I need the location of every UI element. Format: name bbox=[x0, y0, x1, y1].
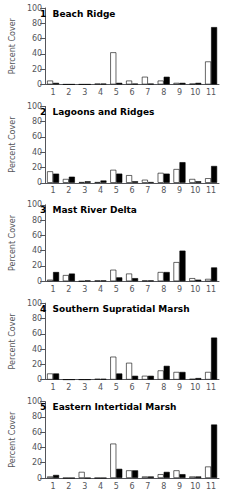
svg-text:5: 5 bbox=[114, 482, 119, 491]
svg-text:80: 80 bbox=[32, 412, 42, 421]
svg-text:0: 0 bbox=[37, 375, 42, 384]
svg-text:7: 7 bbox=[145, 186, 150, 195]
svg-text:60: 60 bbox=[32, 34, 42, 43]
svg-text:60: 60 bbox=[32, 329, 42, 338]
svg-text:Percent Cover: Percent Cover bbox=[8, 411, 17, 468]
svg-text:7: 7 bbox=[145, 88, 150, 97]
svg-text:3: 3 bbox=[82, 186, 87, 195]
svg-text:5: 5 bbox=[114, 186, 119, 195]
svg-text:11: 11 bbox=[206, 482, 216, 491]
svg-text:0: 0 bbox=[37, 277, 42, 286]
svg-text:1: 1 bbox=[51, 186, 56, 195]
svg-text:20: 20 bbox=[32, 163, 42, 172]
svg-text:11: 11 bbox=[206, 383, 216, 392]
svg-text:6: 6 bbox=[130, 88, 135, 97]
svg-text:8: 8 bbox=[161, 88, 166, 97]
svg-text:100: 100 bbox=[26, 101, 43, 111]
svg-text:20: 20 bbox=[32, 65, 42, 74]
svg-text:4: 4 bbox=[98, 186, 103, 195]
svg-text:5: 5 bbox=[114, 285, 119, 294]
svg-text:40: 40 bbox=[32, 148, 42, 157]
svg-text:9: 9 bbox=[177, 383, 182, 392]
svg-text:5 Eastern Intertidal Marsh: 5 Eastern Intertidal Marsh bbox=[40, 402, 176, 412]
svg-text:6: 6 bbox=[130, 285, 135, 294]
svg-text:11: 11 bbox=[206, 186, 216, 195]
svg-text:8: 8 bbox=[161, 383, 166, 392]
svg-text:8: 8 bbox=[161, 186, 166, 195]
svg-text:40: 40 bbox=[32, 49, 42, 58]
svg-text:100: 100 bbox=[26, 3, 43, 13]
svg-text:4: 4 bbox=[98, 482, 103, 491]
svg-text:9: 9 bbox=[177, 482, 182, 491]
svg-text:4 Southern Supratidal Marsh: 4 Southern Supratidal Marsh bbox=[40, 304, 190, 314]
svg-text:3: 3 bbox=[82, 482, 87, 491]
svg-text:8: 8 bbox=[161, 482, 166, 491]
svg-text:1: 1 bbox=[51, 285, 56, 294]
svg-text:40: 40 bbox=[32, 443, 42, 452]
svg-text:10: 10 bbox=[190, 383, 200, 392]
svg-text:4: 4 bbox=[98, 383, 103, 392]
svg-text:0: 0 bbox=[37, 178, 42, 187]
svg-text:3: 3 bbox=[82, 285, 87, 294]
svg-text:2: 2 bbox=[66, 482, 71, 491]
svg-text:80: 80 bbox=[32, 117, 42, 126]
svg-text:10: 10 bbox=[190, 482, 200, 491]
svg-text:9: 9 bbox=[177, 285, 182, 294]
svg-text:80: 80 bbox=[32, 19, 42, 28]
svg-text:2: 2 bbox=[66, 88, 71, 97]
svg-text:Percent Cover: Percent Cover bbox=[8, 313, 17, 370]
svg-text:2: 2 bbox=[66, 383, 71, 392]
svg-text:80: 80 bbox=[32, 314, 42, 323]
svg-text:7: 7 bbox=[145, 482, 150, 491]
svg-text:3: 3 bbox=[82, 88, 87, 97]
svg-text:5: 5 bbox=[114, 88, 119, 97]
svg-text:2: 2 bbox=[66, 285, 71, 294]
svg-text:0: 0 bbox=[37, 474, 42, 483]
svg-text:Percent Cover: Percent Cover bbox=[8, 116, 17, 173]
svg-text:100: 100 bbox=[26, 397, 43, 407]
svg-text:2: 2 bbox=[66, 186, 71, 195]
svg-text:Percent Cover: Percent Cover bbox=[8, 17, 17, 74]
svg-text:60: 60 bbox=[32, 428, 42, 437]
svg-text:11: 11 bbox=[206, 285, 216, 294]
svg-text:40: 40 bbox=[32, 345, 42, 354]
svg-text:2 Lagoons and Ridges: 2 Lagoons and Ridges bbox=[40, 107, 154, 117]
svg-text:6: 6 bbox=[130, 482, 135, 491]
svg-text:1: 1 bbox=[51, 482, 56, 491]
svg-text:6: 6 bbox=[130, 383, 135, 392]
svg-text:5: 5 bbox=[114, 383, 119, 392]
svg-text:60: 60 bbox=[32, 231, 42, 240]
svg-text:4: 4 bbox=[98, 285, 103, 294]
svg-text:0: 0 bbox=[37, 80, 42, 89]
svg-text:100: 100 bbox=[26, 200, 43, 210]
svg-text:3: 3 bbox=[82, 383, 87, 392]
svg-text:10: 10 bbox=[190, 285, 200, 294]
svg-text:10: 10 bbox=[190, 88, 200, 97]
svg-text:1 Beach Ridge: 1 Beach Ridge bbox=[40, 9, 115, 19]
svg-text:20: 20 bbox=[32, 360, 42, 369]
svg-text:9: 9 bbox=[177, 186, 182, 195]
svg-text:6: 6 bbox=[130, 186, 135, 195]
svg-text:1: 1 bbox=[51, 88, 56, 97]
svg-text:7: 7 bbox=[145, 383, 150, 392]
svg-text:11: 11 bbox=[206, 88, 216, 97]
svg-text:10: 10 bbox=[190, 186, 200, 195]
svg-text:20: 20 bbox=[32, 261, 42, 270]
svg-text:Percent Cover: Percent Cover bbox=[8, 214, 17, 271]
svg-text:4: 4 bbox=[98, 88, 103, 97]
svg-text:9: 9 bbox=[177, 88, 182, 97]
svg-text:7: 7 bbox=[145, 285, 150, 294]
svg-text:3 Mast River Delta: 3 Mast River Delta bbox=[40, 205, 137, 215]
svg-text:20: 20 bbox=[32, 458, 42, 467]
svg-text:1: 1 bbox=[51, 383, 56, 392]
svg-text:80: 80 bbox=[32, 216, 42, 225]
svg-text:40: 40 bbox=[32, 246, 42, 255]
svg-text:100: 100 bbox=[26, 298, 43, 308]
svg-text:60: 60 bbox=[32, 132, 42, 141]
svg-text:8: 8 bbox=[161, 285, 166, 294]
